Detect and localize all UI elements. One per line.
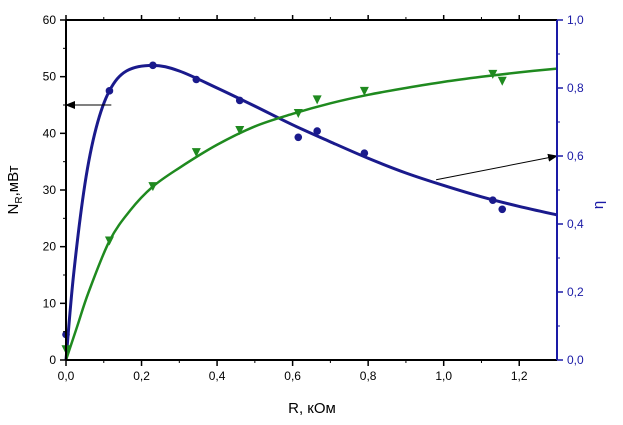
y2-tick-label: 1,0 — [567, 13, 584, 27]
efficiency-data-point — [497, 76, 507, 86]
power-data-point — [294, 133, 303, 142]
y2-axis-title: η — [590, 201, 607, 209]
right-axis-arrow — [436, 153, 558, 181]
y2-tick-label: 0,8 — [567, 81, 584, 95]
y2-tick-label: 0,6 — [567, 149, 584, 163]
y-tick-label: 30 — [43, 183, 57, 197]
efficiency-fit-line — [64, 67, 558, 361]
efficiency-data-point — [191, 148, 201, 158]
power-data-point — [498, 205, 507, 214]
x-tick-label: 1,2 — [511, 369, 528, 383]
power-data-point — [149, 61, 157, 70]
power-fit-line — [64, 63, 558, 361]
efficiency-data-point — [359, 86, 369, 96]
efficiency-data-point — [312, 95, 322, 105]
x-tick-label: 0,4 — [209, 369, 226, 383]
y-tick-label: 40 — [43, 126, 57, 140]
y2-tick-label: 0,4 — [567, 217, 584, 231]
x-tick-label: 0,2 — [133, 369, 150, 383]
y-tick-label: 10 — [43, 296, 57, 310]
x-axis-title: R, кОм — [288, 400, 336, 417]
axes: 0,0 0,2 0,4 0,6 0,8 1,0 1,2 0 10 20 30 40 50 60 0,0 0,2… — [43, 13, 584, 383]
power-data-point — [360, 149, 369, 157]
y-axis-title: NR,мВт — [5, 165, 25, 214]
efficiency-data-point — [488, 69, 498, 79]
y2-tick-label: 0,2 — [567, 285, 584, 299]
efficiency-data-point — [235, 126, 245, 135]
y-axis-title-main: N — [5, 204, 22, 215]
x-tick-label: 0,6 — [284, 369, 301, 383]
power-data-point — [235, 96, 244, 105]
power-data-point — [313, 127, 321, 135]
y-tick-label: 20 — [43, 240, 57, 254]
y-axis-title-subscript: R — [14, 196, 25, 203]
efficiency-data-point — [104, 236, 114, 246]
x-tick-label: 0,8 — [360, 369, 377, 383]
y-axis-title-unit: ,мВт — [5, 165, 22, 196]
axis-labels: R, кОм NR,мВт η — [5, 165, 607, 417]
power-data-point — [105, 87, 114, 95]
y-tick-label: 60 — [43, 13, 57, 27]
y2-tick-label: 0,0 — [567, 353, 584, 367]
x-tick-label: 1,0 — [435, 369, 452, 383]
efficiency-data-point — [148, 182, 158, 192]
power-data-point — [488, 196, 497, 204]
y-tick-label: 50 — [43, 70, 57, 84]
plot-area — [61, 61, 558, 361]
y-tick-label: 0 — [49, 353, 56, 367]
power-data-point — [192, 75, 201, 84]
x-tick-label: 0,0 — [58, 369, 75, 383]
efficiency-data-point — [293, 109, 303, 118]
